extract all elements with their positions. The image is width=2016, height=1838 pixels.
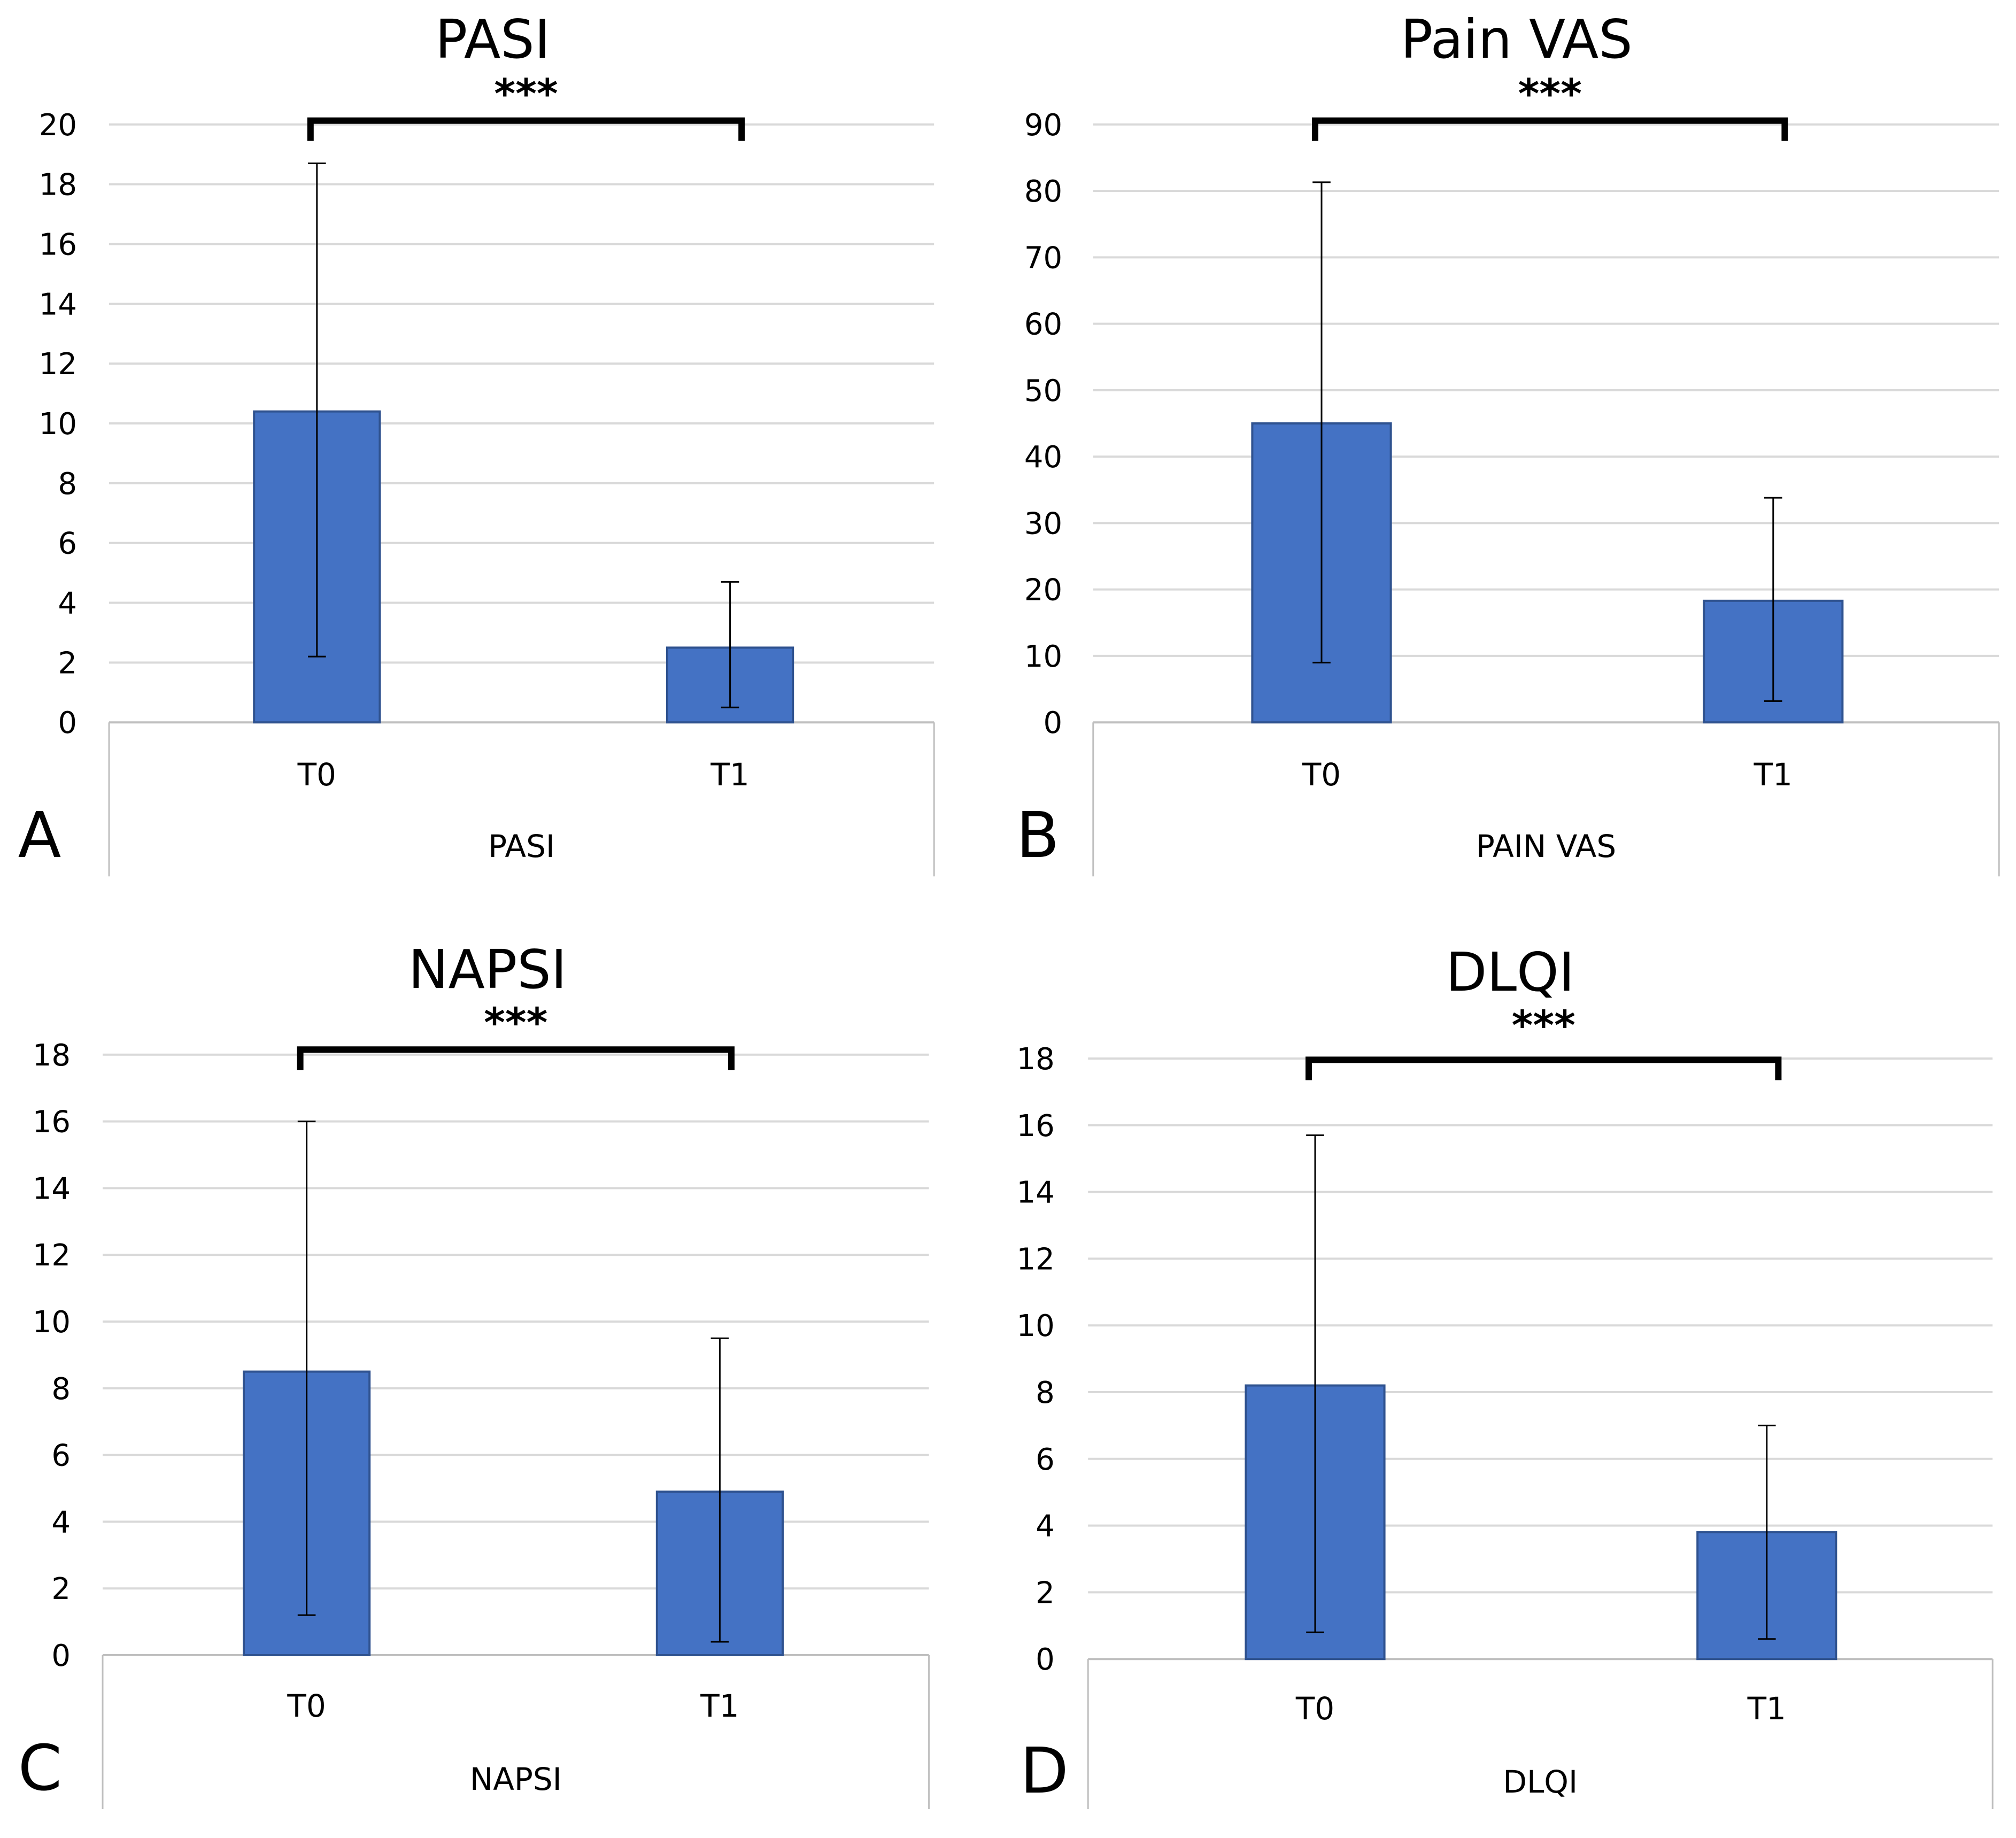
y-tick-label: 60: [1024, 307, 1062, 342]
x-category-label: T1: [710, 756, 749, 793]
y-tick-label: 8: [58, 467, 77, 501]
panel-label: B: [1016, 798, 1060, 872]
y-tick-label: 90: [1024, 108, 1062, 143]
significance-bracket: [297, 1046, 735, 1070]
y-tick-label: 4: [51, 1505, 71, 1540]
y-tick-label: 10: [1017, 1309, 1055, 1343]
y-tick-label: 10: [33, 1305, 71, 1340]
x-category-label: T1: [1747, 1690, 1786, 1727]
y-tick-label: 2: [58, 646, 77, 681]
y-tick-label: 14: [1017, 1176, 1055, 1210]
y-tick-label: 8: [1036, 1376, 1055, 1410]
x-category-label: T0: [1295, 1690, 1334, 1727]
significance-marker: ***: [1518, 70, 1582, 118]
panel-label: C: [18, 1731, 62, 1805]
y-tick-label: 70: [1024, 241, 1062, 275]
y-tick-label: 4: [1036, 1509, 1055, 1544]
y-tick-label: 30: [1024, 506, 1062, 541]
x-category-label: T0: [287, 1688, 326, 1724]
significance-marker: ***: [494, 70, 558, 118]
x-axis-label: PASI: [488, 828, 555, 864]
panel-label: D: [1020, 1734, 1069, 1808]
x-category-label: T1: [700, 1688, 739, 1724]
y-tick-label: 0: [51, 1639, 71, 1673]
y-tick-label: 0: [1036, 1642, 1055, 1677]
y-tick-label: 12: [33, 1238, 71, 1273]
chart-title: DLQI: [1446, 941, 1574, 1003]
y-tick-label: 80: [1024, 174, 1062, 209]
y-tick-label: 18: [1017, 1042, 1055, 1077]
significance-marker: ***: [1512, 1001, 1575, 1049]
chart-title: PASI: [435, 8, 550, 71]
y-tick-label: 2: [1036, 1576, 1055, 1610]
significance-bracket: [307, 117, 745, 141]
y-tick-label: 16: [33, 1105, 71, 1140]
y-tick-label: 40: [1024, 440, 1062, 475]
y-tick-label: 18: [33, 1038, 71, 1073]
chart-panel-b: 0 10 20 30 40 50 60 70 80 90 T0 T1 ***Pain VAS PAIN V…: [1016, 8, 2000, 877]
y-tick-label: 14: [39, 287, 77, 322]
y-tick-label: 2: [51, 1572, 71, 1607]
y-tick-label: 4: [58, 586, 77, 621]
y-tick-label: 16: [39, 227, 77, 262]
y-tick-label: 20: [1024, 573, 1062, 608]
significance-bracket: [1312, 117, 1788, 141]
x-category-label: T0: [1302, 756, 1341, 793]
y-tick-label: 20: [39, 108, 77, 143]
x-category-label: T0: [297, 756, 336, 793]
y-tick-label: 14: [33, 1171, 71, 1206]
significance-bracket: [1306, 1056, 1782, 1080]
y-tick-label: 6: [51, 1439, 71, 1473]
chart-title: Pain VAS: [1401, 8, 1633, 71]
significance-marker: ***: [484, 999, 547, 1046]
y-tick-label: 18: [39, 168, 77, 203]
x-axis-label: PAIN VAS: [1476, 828, 1616, 864]
y-tick-label: 50: [1024, 374, 1062, 408]
y-tick-label: 6: [1036, 1442, 1055, 1477]
y-tick-label: 12: [39, 347, 77, 382]
chart-title: NAPSI: [408, 938, 567, 1001]
y-tick-label: 10: [1024, 639, 1062, 674]
x-axis-label: NAPSI: [470, 1761, 562, 1797]
y-tick-label: 0: [1044, 706, 1063, 740]
panel-label: A: [18, 798, 61, 872]
y-tick-label: 12: [1017, 1242, 1055, 1277]
y-tick-label: 6: [58, 527, 77, 561]
x-axis-label: DLQI: [1503, 1764, 1578, 1800]
y-tick-label: 16: [1017, 1109, 1055, 1144]
y-tick-label: 8: [51, 1372, 71, 1407]
x-category-label: T1: [1754, 756, 1793, 793]
y-tick-label: 0: [58, 706, 77, 740]
y-tick-label: 10: [39, 407, 77, 442]
